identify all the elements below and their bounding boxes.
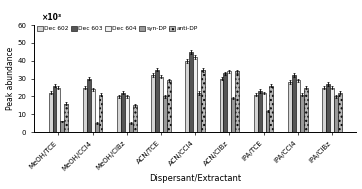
Bar bbox=[121, 93, 125, 132]
Bar bbox=[129, 123, 133, 132]
Bar bbox=[167, 80, 171, 132]
Bar bbox=[220, 79, 223, 132]
Bar bbox=[223, 73, 227, 132]
Bar bbox=[326, 84, 330, 132]
Bar bbox=[292, 75, 296, 132]
Y-axis label: Peak abundance: Peak abundance bbox=[5, 47, 14, 110]
Bar bbox=[235, 71, 239, 132]
Bar bbox=[64, 104, 68, 132]
Bar bbox=[52, 86, 56, 132]
Bar bbox=[189, 52, 193, 132]
Bar bbox=[60, 121, 64, 132]
Bar bbox=[56, 88, 60, 132]
Bar bbox=[334, 96, 338, 132]
Bar bbox=[300, 95, 304, 132]
Bar bbox=[227, 71, 231, 132]
Bar bbox=[98, 95, 102, 132]
Bar bbox=[83, 88, 87, 132]
Bar bbox=[266, 111, 269, 132]
Bar bbox=[117, 96, 121, 132]
Bar bbox=[49, 93, 52, 132]
Legend: Dec 602, Dec 603, Dec 604, syn-DP, anti-DP: Dec 602, Dec 603, Dec 604, syn-DP, anti-… bbox=[37, 26, 198, 31]
Bar bbox=[185, 61, 189, 132]
Bar bbox=[201, 70, 205, 132]
Bar bbox=[163, 96, 167, 132]
Bar bbox=[193, 57, 197, 132]
Bar bbox=[133, 105, 137, 132]
Bar bbox=[151, 75, 155, 132]
Bar bbox=[338, 93, 342, 132]
Bar bbox=[87, 79, 90, 132]
Bar bbox=[159, 77, 163, 132]
Bar bbox=[262, 93, 266, 132]
Bar bbox=[197, 93, 201, 132]
Bar bbox=[155, 70, 159, 132]
Bar bbox=[125, 96, 129, 132]
Bar bbox=[94, 123, 98, 132]
Bar bbox=[254, 95, 258, 132]
Bar bbox=[330, 88, 334, 132]
Bar bbox=[322, 88, 326, 132]
Bar bbox=[231, 98, 235, 132]
Bar bbox=[269, 86, 273, 132]
Bar bbox=[296, 80, 300, 132]
Bar bbox=[90, 89, 94, 132]
Bar bbox=[258, 91, 262, 132]
Text: ×10³: ×10³ bbox=[41, 12, 62, 22]
Bar bbox=[304, 88, 308, 132]
Bar bbox=[288, 82, 292, 132]
X-axis label: Dispersant/Extractant: Dispersant/Extractant bbox=[149, 174, 241, 184]
